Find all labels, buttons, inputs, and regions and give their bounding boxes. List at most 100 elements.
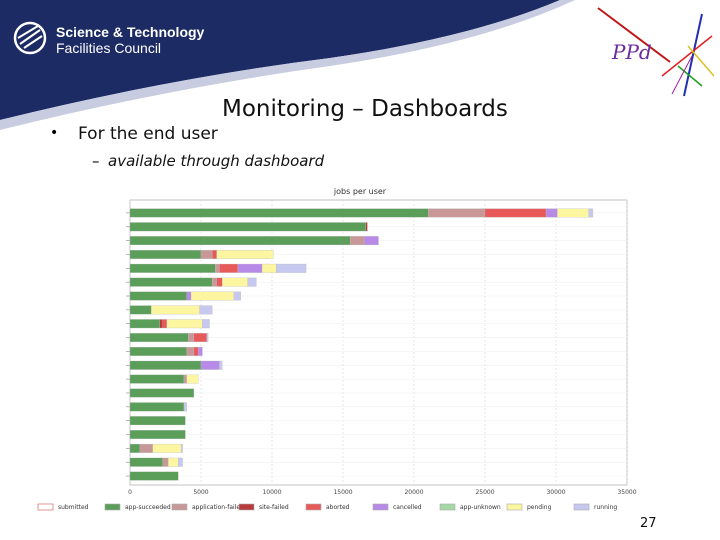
bar-segment-pending xyxy=(190,291,234,301)
bar-segment-pending xyxy=(168,457,179,467)
bar-segment-app-succeeded xyxy=(129,250,202,259)
chart-title: jobs per user xyxy=(333,187,387,196)
bar-segment-cancelled xyxy=(198,346,203,356)
bullet-dot: • xyxy=(50,125,59,141)
x-tick-label: 20000 xyxy=(404,489,423,496)
legend-label-cancelled: cancelled xyxy=(393,504,422,511)
bar-segment-aborted xyxy=(219,263,239,273)
chart-container: jobs per user 0 5000 10000 15000 20000 25000 3… xyxy=(30,183,640,520)
bar-segment-cancelled xyxy=(237,263,263,273)
bar-segment-aborted xyxy=(484,208,547,218)
bar-segment-application-failed xyxy=(428,208,486,218)
x-tick-label: 30000 xyxy=(546,489,565,496)
bar-segment-running xyxy=(233,291,241,301)
bar-segment-app-succeeded xyxy=(129,346,187,356)
bar-segment-app-succeeded xyxy=(129,277,213,287)
bar-segment-pending xyxy=(166,319,203,329)
bullet-end-user: For the end user xyxy=(78,124,218,144)
legend-label-app-succeeded: app-succeeded xyxy=(125,504,171,511)
bar-segment-aborted xyxy=(193,333,207,343)
bar-segment-application-failed xyxy=(162,457,169,467)
x-tick-label: 0 xyxy=(128,489,132,496)
legend-swatch-application-failed xyxy=(171,503,188,511)
bar-segment-app-succeeded xyxy=(129,360,202,370)
x-tick-label: 25000 xyxy=(475,489,494,496)
bar-segment-app-succeeded xyxy=(129,443,141,453)
bar-segment-cancelled xyxy=(186,291,192,301)
bar-segment-running xyxy=(276,263,307,273)
bar-segment-aborted xyxy=(193,346,199,356)
bar-segment-cancelled xyxy=(200,360,220,370)
bar-segment-app-succeeded xyxy=(129,333,189,343)
legend-label-pending: pending xyxy=(527,504,552,511)
bar-segment-app-succeeded xyxy=(129,430,186,439)
bar-segment-running xyxy=(202,319,210,329)
bar-segment-cancelled xyxy=(545,208,558,218)
bar-segment-pending xyxy=(261,263,277,273)
bars-layer xyxy=(129,208,594,481)
bar-segment-application-failed xyxy=(183,374,187,384)
bar-segment-application-failed xyxy=(186,346,195,356)
bar-segment-application-failed xyxy=(188,333,195,343)
bar-segment-site-failed xyxy=(159,319,163,329)
bar-segment-aborted xyxy=(212,250,217,259)
jobs-per-user-chart: jobs per user 0 5000 10000 15000 20000 25000 3… xyxy=(37,187,637,511)
page-number: 27 xyxy=(640,516,657,531)
ppd-logo-icon xyxy=(597,7,714,97)
sub-bullet-dash: – xyxy=(92,152,100,170)
bar-segment-pending xyxy=(151,305,200,315)
bar-segment-running xyxy=(199,305,213,315)
slide-title: Monitoring – Dashboards xyxy=(222,96,508,122)
bar-segment-pending xyxy=(222,277,249,287)
legend-label-aborted: aborted xyxy=(326,504,350,511)
bar-segment-cancelled xyxy=(364,236,379,246)
bar-segment-running xyxy=(178,457,183,467)
legend-layer: submitted app-succeeded application-failed… xyxy=(37,503,617,511)
bar-segment-app-succeeded xyxy=(129,471,179,481)
bar-segment-running xyxy=(247,277,257,287)
bar-segment-running xyxy=(588,208,594,218)
bar-segment-application-failed xyxy=(349,236,365,246)
axis-layer: 0 5000 10000 15000 20000 25000 30000 35000 xyxy=(126,212,637,496)
sub-bullet-dashboard: available through dashboard xyxy=(108,152,325,170)
org-name-line2: Facilities Council xyxy=(56,40,162,56)
plot-frame xyxy=(129,199,628,486)
bar-segment-application-failed xyxy=(200,250,213,259)
bar-segment-aborted xyxy=(162,319,168,329)
bar-segment-aborted xyxy=(216,277,223,287)
bar-segment-pending xyxy=(216,250,274,259)
bar-segment-running xyxy=(180,443,183,453)
x-tick-label: 15000 xyxy=(333,489,352,496)
bar-segment-pending xyxy=(557,208,589,218)
legend-swatch-submitted xyxy=(37,503,54,511)
x-tick-label: 10000 xyxy=(262,489,281,496)
bar-segment-application-failed xyxy=(215,263,220,273)
bar-segment-pending xyxy=(152,443,182,453)
legend-swatch-app-unknown xyxy=(439,503,456,511)
bar-segment-running xyxy=(183,402,187,412)
bar-segment-site-failed xyxy=(365,222,368,232)
stfc-logo-icon xyxy=(13,21,47,55)
bar-segment-pending xyxy=(186,374,199,384)
header-swoosh xyxy=(0,0,575,130)
legend-swatch-app-succeeded xyxy=(104,503,121,511)
bar-segment-app-succeeded xyxy=(129,319,160,329)
bar-segment-app-succeeded xyxy=(129,236,351,246)
header-band: Science & Technology Facilities Council xyxy=(0,0,720,130)
bar-segment-app-succeeded xyxy=(129,208,429,218)
bar-segment-app-succeeded xyxy=(129,416,186,426)
grid-layer xyxy=(129,199,628,486)
bar-segment-running xyxy=(219,360,223,370)
bar-segment-app-succeeded xyxy=(129,388,195,398)
legend-label-app-unknown: app-unknown xyxy=(460,504,501,511)
org-name-line1: Science & Technology xyxy=(56,24,205,40)
bar-segment-app-succeeded xyxy=(129,291,187,301)
bar-segment-app-succeeded xyxy=(129,263,216,273)
legend-label-submitted: submitted xyxy=(58,504,89,511)
ppd-logo-text: PPd xyxy=(612,40,652,64)
bar-segment-app-succeeded xyxy=(129,222,366,232)
legend-swatch-cancelled xyxy=(372,503,389,511)
x-tick-label: 5000 xyxy=(193,489,208,496)
bar-segment-application-failed xyxy=(212,277,217,287)
legend-label-site-failed: site-failed xyxy=(259,504,289,511)
